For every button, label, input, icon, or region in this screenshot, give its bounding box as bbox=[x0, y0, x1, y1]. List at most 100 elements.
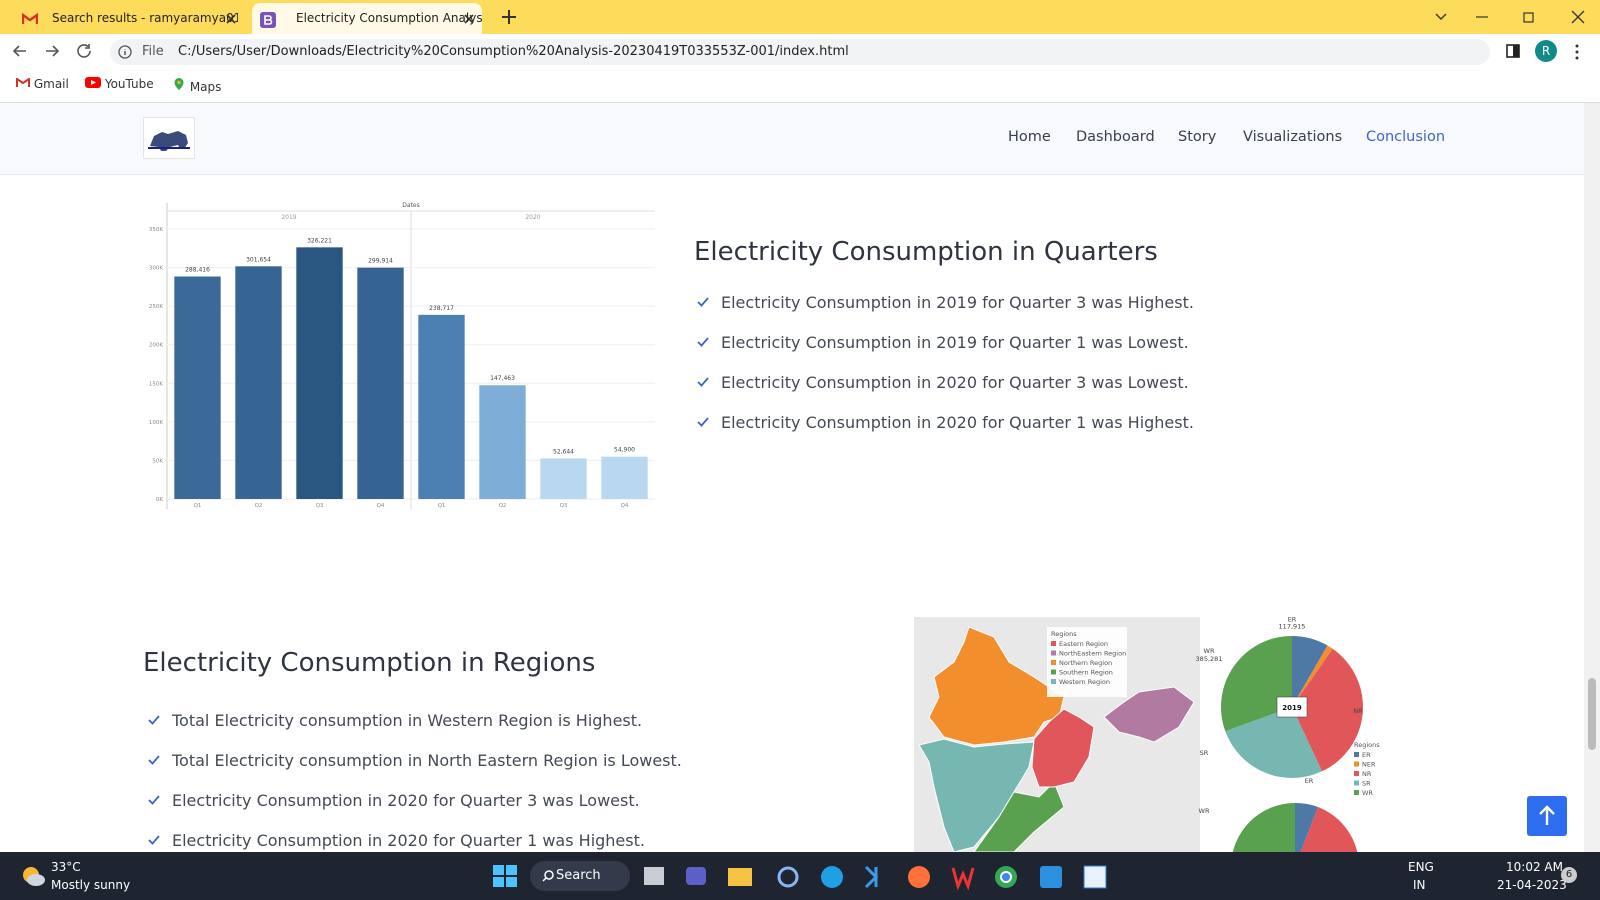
section-title: Electricity Consumption in Regions bbox=[143, 648, 596, 678]
x-tick-label: Q3 bbox=[316, 503, 324, 509]
y-tick-label: 300K bbox=[149, 266, 163, 272]
pie-slice bbox=[1232, 803, 1295, 852]
pie-legend-label: WR bbox=[1362, 789, 1373, 797]
check-path bbox=[697, 417, 709, 427]
x-tick-label: Q3 bbox=[560, 503, 568, 509]
notification-badge[interactable]: 6 bbox=[1561, 867, 1577, 883]
bookmark[interactable]: Gmail bbox=[16, 77, 69, 91]
pie-center-label: 2019 bbox=[1282, 704, 1302, 712]
nav-link[interactable]: Conclusion bbox=[1366, 129, 1446, 145]
nav-link[interactable]: Story bbox=[1178, 129, 1217, 145]
scroll-thumb[interactable] bbox=[1588, 678, 1596, 750]
search-label: Search bbox=[556, 868, 601, 883]
nav-link[interactable]: Dashboard bbox=[1076, 129, 1155, 145]
taskbar-apps[interactable] bbox=[640, 862, 1110, 892]
legend-swatch bbox=[1051, 660, 1056, 665]
list-item: Electricity Consumption in 2020 for Quar… bbox=[172, 791, 640, 810]
x-tick-label: Q2 bbox=[499, 503, 507, 509]
start-button[interactable] bbox=[492, 864, 518, 888]
check-icon bbox=[697, 417, 709, 427]
pie-label: NR bbox=[1353, 707, 1363, 715]
x-tick-label: Q4 bbox=[621, 503, 629, 509]
group-label: 2019 bbox=[281, 214, 296, 221]
gmail-icon bbox=[16, 77, 30, 87]
bar bbox=[479, 385, 526, 499]
legend-swatch bbox=[1051, 650, 1056, 656]
check-path bbox=[697, 377, 709, 387]
list-item: Electricity Consumption in 2019 for Quar… bbox=[721, 333, 1189, 352]
check-icon bbox=[697, 377, 709, 387]
back-to-top[interactable] bbox=[1527, 796, 1567, 836]
check-path bbox=[148, 835, 160, 845]
bar bbox=[601, 456, 648, 499]
list-item: Electricity Consumption in 2020 for Quar… bbox=[721, 373, 1189, 392]
map-legend-label: Southern Region bbox=[1059, 669, 1113, 677]
regions-figure: Regions Eastern Region NorthEastern Region… bbox=[914, 617, 1412, 852]
map-legend-label: Western Region bbox=[1059, 678, 1110, 686]
clock-date: 21-04-2023 bbox=[1497, 878, 1567, 892]
menu-icon[interactable] bbox=[1574, 44, 1580, 60]
sidebar-icon[interactable] bbox=[1506, 44, 1520, 58]
check-icon bbox=[148, 795, 160, 805]
scrollbar[interactable] bbox=[1584, 103, 1600, 852]
map-legend-label: NorthEastern Region bbox=[1059, 650, 1126, 658]
maps-icon bbox=[174, 78, 184, 90]
profile-avatar[interactable]: R bbox=[1535, 40, 1557, 62]
tab-title: Electricity Consumption Analysis bbox=[296, 11, 482, 25]
value-label: 326,221 bbox=[307, 237, 332, 244]
y-tick-label: 200K bbox=[149, 343, 163, 349]
search-box[interactable]: Search bbox=[530, 861, 630, 891]
bar bbox=[418, 314, 465, 499]
bootstrap-icon bbox=[260, 12, 276, 28]
y-tick-label: 250K bbox=[149, 304, 163, 310]
pie-label: ER bbox=[1288, 617, 1297, 624]
list-item: Total Electricity consumption in North E… bbox=[172, 751, 682, 770]
value-label: 52,644 bbox=[553, 448, 574, 455]
pie-slice bbox=[1225, 707, 1322, 778]
logo[interactable] bbox=[143, 117, 195, 159]
y-tick-label: 50K bbox=[152, 458, 163, 464]
legend-swatch bbox=[1354, 780, 1359, 786]
bar bbox=[357, 267, 404, 499]
section-title: Electricity Consumption in Quarters bbox=[694, 237, 1158, 267]
legend-swatch bbox=[1354, 752, 1359, 757]
nav-link[interactable]: Home bbox=[1008, 129, 1051, 145]
pie-label: WR bbox=[1204, 647, 1215, 655]
scheme: File bbox=[142, 44, 164, 59]
y-tick-label: 100K bbox=[149, 420, 163, 426]
check-path bbox=[697, 337, 709, 347]
list-item: Total Electricity consumption in Western… bbox=[172, 711, 643, 730]
gmail-icon bbox=[22, 13, 38, 24]
legend-swatch bbox=[1051, 679, 1056, 684]
northern-region bbox=[928, 626, 1065, 746]
check-icon bbox=[148, 835, 160, 845]
pie-center-box bbox=[1276, 696, 1308, 718]
bookmark[interactable]: Maps bbox=[172, 77, 221, 94]
pie-slice bbox=[1292, 636, 1328, 707]
tab[interactable]: Search results - ramyaramya0164 bbox=[8, 3, 238, 34]
x-tick-label: Q1 bbox=[194, 503, 202, 509]
tab-title: Search results - ramyaramya0164 bbox=[52, 11, 238, 25]
pie-2019 bbox=[1221, 636, 1363, 778]
nav-link[interactable]: Visualizations bbox=[1243, 129, 1343, 145]
close-tab[interactable] bbox=[464, 14, 474, 24]
pie-label: WR bbox=[1199, 807, 1210, 815]
new-tab[interactable] bbox=[502, 10, 516, 24]
check-icon bbox=[148, 715, 160, 725]
web-page: Home Dashboard Story Visualizations Conclusi… bbox=[0, 103, 1584, 852]
window-controls[interactable] bbox=[1432, 10, 1592, 24]
info-icon bbox=[118, 45, 132, 59]
bookmark[interactable]: YouTube bbox=[85, 77, 154, 91]
tab[interactable]: Electricity Consumption Analysis bbox=[252, 3, 482, 34]
y-tick-label: 150K bbox=[149, 381, 163, 387]
nav-buttons[interactable] bbox=[12, 43, 92, 59]
site-navbar: Home Dashboard Story Visualizations Conclusi… bbox=[0, 103, 1584, 175]
x-tick-label: Q2 bbox=[255, 503, 263, 509]
clock-time: 10:02 AM bbox=[1506, 860, 1563, 874]
close-tab[interactable] bbox=[226, 14, 236, 24]
list-item: Electricity Consumption in 2020 for Quar… bbox=[721, 413, 1194, 432]
temperature: 33°C bbox=[51, 860, 81, 874]
address-bar[interactable]: File C:/Users/User/Downloads/Electricity… bbox=[110, 39, 1490, 65]
y-tick-label: 0K bbox=[156, 497, 163, 503]
